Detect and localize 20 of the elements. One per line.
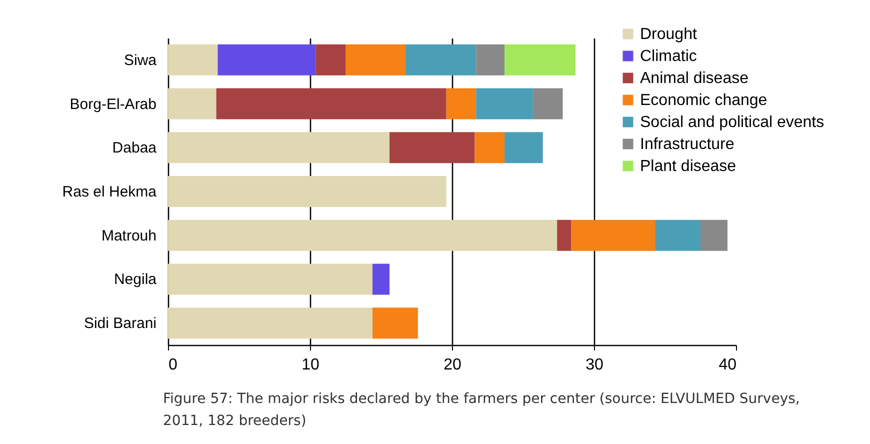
y-tick-label: Ras el Hekma bbox=[62, 184, 158, 200]
y-tick-label: Matrouh bbox=[101, 227, 156, 244]
x-tick-label: 10 bbox=[302, 356, 320, 374]
legend-label: Animal disease bbox=[640, 70, 749, 87]
legend-label: Infrastructure bbox=[640, 136, 734, 153]
y-tick-label: Dabaa bbox=[112, 140, 158, 157]
y-tick-label: Siwa bbox=[124, 52, 158, 69]
legend-label: Climatic bbox=[640, 48, 697, 65]
legend-label: Drought bbox=[640, 26, 698, 43]
x-tick-label: 30 bbox=[586, 356, 604, 374]
y-tick-label: Negila bbox=[114, 271, 158, 288]
legend-label: Plant disease bbox=[640, 158, 736, 175]
x-tick-label: 20 bbox=[444, 356, 462, 374]
y-tick-label: Borg-El-Arab bbox=[70, 96, 156, 113]
legend-label: Social and political events bbox=[640, 114, 824, 131]
caption: Figure 57: The major risks declared by the farmers per center (source: ELVULMED Surveys, 2011, 182 breeders) bbox=[163, 390, 801, 431]
y-tick-label: Sidi Barani bbox=[84, 315, 156, 332]
legend-label: Economic change bbox=[640, 92, 768, 109]
x-tick-label: 40 bbox=[718, 356, 737, 374]
x-tick-label: 0 bbox=[168, 356, 178, 374]
